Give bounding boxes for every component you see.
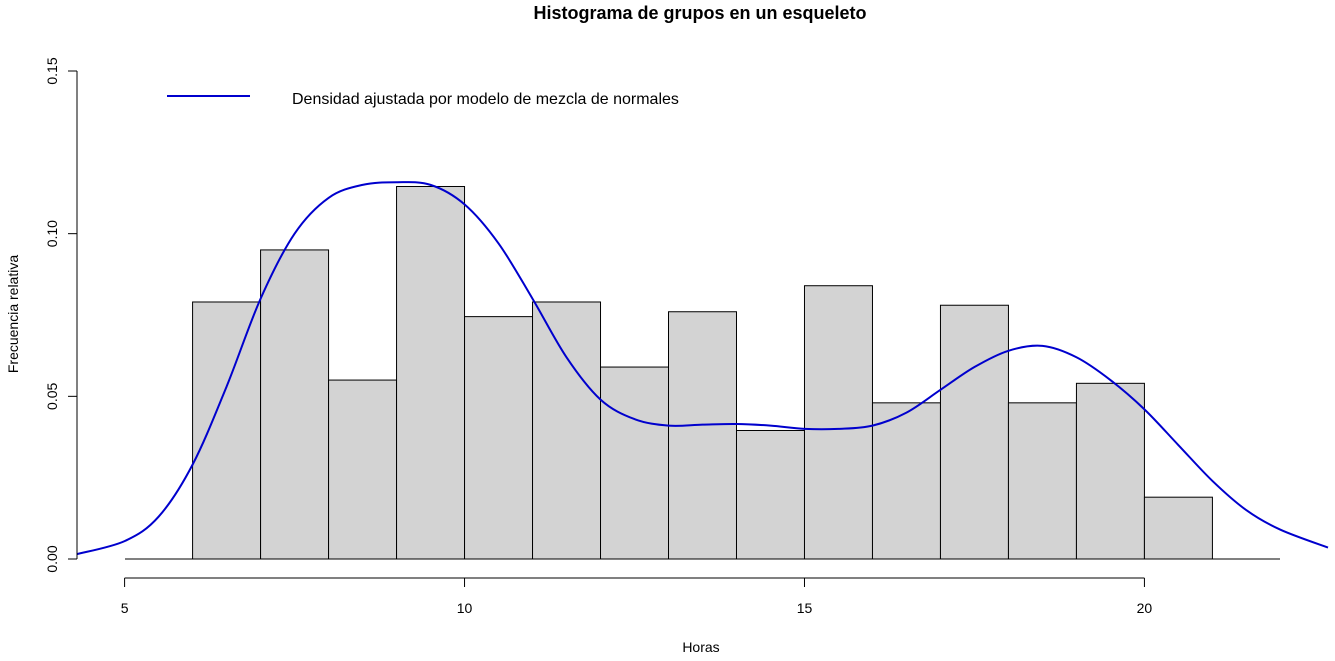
density-curve	[76, 181, 1329, 556]
x-tick-label-5: 5	[121, 600, 129, 616]
x-axis-label: Horas	[682, 639, 719, 655]
histogram-bar-13	[1007, 402, 1077, 560]
legend: Densidad ajustada por modelo de mezcla d…	[167, 91, 679, 108]
x-tick-label-10: 10	[457, 600, 473, 616]
histogram-bar-11	[871, 402, 941, 560]
x-axis-ticks: 5 10 15 20	[121, 578, 1153, 616]
y-axis-label: Frecuencia relativa	[5, 255, 21, 373]
histogram-bar-2	[260, 249, 330, 560]
histogram-bar-5	[464, 316, 534, 560]
y-tick-label-0.05: 0.05	[44, 382, 60, 409]
histogram-bar-9	[735, 429, 805, 560]
y-tick-label-0.00: 0.00	[44, 545, 60, 572]
legend-label-density: Densidad ajustada por modelo de mezcla d…	[292, 91, 679, 108]
x-tick-label-15: 15	[797, 600, 813, 616]
histogram-bar-4	[396, 185, 466, 560]
x-tick-label-20: 20	[1137, 600, 1153, 616]
histogram-bar-1	[192, 301, 262, 560]
histogram-bar-7	[600, 366, 670, 560]
histogram-bar-15	[1143, 496, 1213, 560]
histogram-bar-8	[668, 311, 737, 560]
y-tick-label-0.15: 0.15	[44, 57, 60, 84]
histogram-bar-10	[803, 285, 873, 560]
histogram-bar-12	[939, 304, 1009, 560]
histogram-bars	[125, 185, 1280, 560]
histogram-bar-3	[328, 379, 398, 560]
histogram-bar-6	[532, 301, 602, 560]
chart-title: Histograma de grupos en un esqueleto	[533, 3, 866, 23]
histogram-bar-14	[1075, 382, 1145, 560]
y-axis-ticks: 0.00 0.05 0.10 0.15	[44, 57, 77, 573]
y-tick-label-0.10: 0.10	[44, 220, 60, 247]
